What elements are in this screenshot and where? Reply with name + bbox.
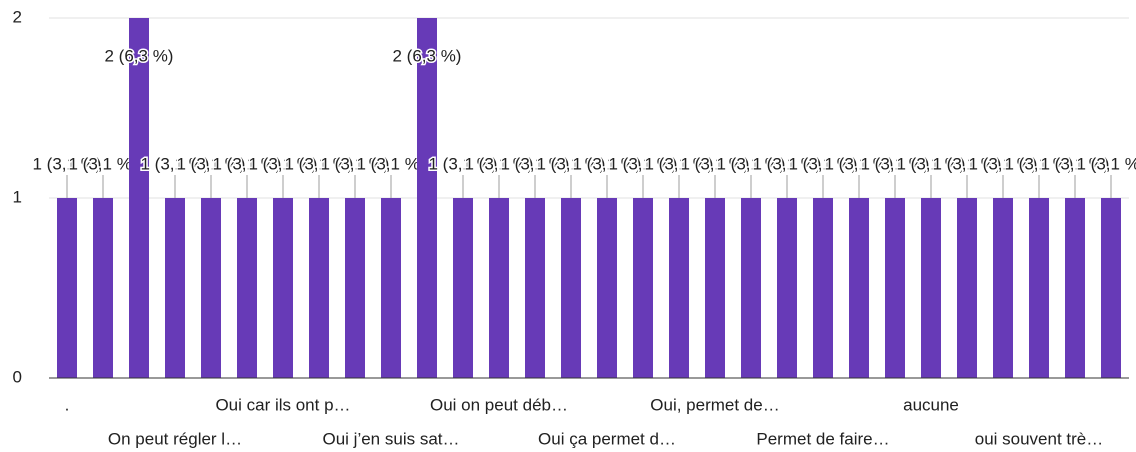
bar xyxy=(993,198,1013,378)
bar xyxy=(957,198,977,378)
bar xyxy=(93,198,113,378)
bar xyxy=(597,198,617,378)
bar xyxy=(777,198,797,378)
x-tick-label: . xyxy=(65,395,70,414)
value-label: 1 (3,1 %) xyxy=(969,154,1038,173)
value-label: 1 (3,1 %) xyxy=(609,154,678,173)
bar xyxy=(345,198,365,378)
x-tick-label: Oui on peut déb… xyxy=(430,395,568,414)
bar xyxy=(849,198,869,378)
bar xyxy=(489,198,509,378)
bar xyxy=(561,198,581,378)
value-label: 1 (3,1 %) xyxy=(717,154,786,173)
value-label: 1 (3,1 %) xyxy=(861,154,930,173)
x-tick-label: Oui j’en suis sat… xyxy=(323,429,460,448)
value-label: 1 (3,1 %) xyxy=(429,154,498,173)
bar xyxy=(741,198,761,378)
value-label: 1 (3,1 %) xyxy=(645,154,714,173)
value-label: 1 (3,1 %) xyxy=(177,154,246,173)
value-label: 1 (3,1 %) xyxy=(573,154,642,173)
value-label: 1 (3,1 %) xyxy=(753,154,822,173)
value-label: 1 (3,1 %) xyxy=(1077,154,1136,173)
value-label: 1 (3,1 %) xyxy=(789,154,858,173)
value-label: 1 (3,1 %) xyxy=(69,154,138,173)
bar xyxy=(1065,198,1085,378)
value-label: 1 (3,1 %) xyxy=(321,154,390,173)
x-tick-label: Oui car ils ont p… xyxy=(215,395,350,414)
y-tick-label: 0 xyxy=(13,367,22,386)
bar xyxy=(165,198,185,378)
value-label: 1 (3,1 %) xyxy=(33,154,102,173)
bar xyxy=(129,18,149,378)
value-label: 1 (3,1 %) xyxy=(249,154,318,173)
value-label: 1 (3,1 %) xyxy=(357,154,426,173)
bar xyxy=(885,198,905,378)
bar xyxy=(705,198,725,378)
value-label: 1 (3,1 %) xyxy=(285,154,354,173)
bar xyxy=(417,18,437,378)
value-label: 1 (3,1 %) xyxy=(465,154,534,173)
value-label: 2 (6,3 %) xyxy=(393,46,462,65)
bar xyxy=(813,198,833,378)
bar xyxy=(237,198,257,378)
y-tick-label: 2 xyxy=(13,7,22,26)
value-label: 1 (3,1 %) xyxy=(141,154,210,173)
y-tick-label: 1 xyxy=(13,187,22,206)
x-tick-label: aucune xyxy=(903,395,959,414)
bar xyxy=(273,198,293,378)
bar xyxy=(669,198,689,378)
x-tick-label: Permet de faire… xyxy=(756,429,889,448)
value-label: 1 (3,1 %) xyxy=(897,154,966,173)
value-label: 1 (3,1 %) xyxy=(501,154,570,173)
bar xyxy=(1101,198,1121,378)
value-label: 1 (3,1 %) xyxy=(1005,154,1074,173)
bar xyxy=(1029,198,1049,378)
value-label: 1 (3,1 %) xyxy=(933,154,1002,173)
bar xyxy=(633,198,653,378)
bar xyxy=(453,198,473,378)
value-label: 1 (3,1 %) xyxy=(1041,154,1110,173)
value-label: 2 (6,3 %) xyxy=(105,46,174,65)
bar xyxy=(525,198,545,378)
x-tick-label: Oui ça permet d… xyxy=(538,429,676,448)
value-label: 1 (3,1 %) xyxy=(537,154,606,173)
x-tick-label: Oui, permet de… xyxy=(650,395,779,414)
value-label: 1 (3,1 %) xyxy=(681,154,750,173)
bar xyxy=(921,198,941,378)
x-tick-label: oui souvent trè… xyxy=(975,429,1104,448)
value-label: 1 (3,1 %) xyxy=(213,154,282,173)
bar xyxy=(309,198,329,378)
bar xyxy=(57,198,77,378)
value-label: 1 (3,1 %) xyxy=(825,154,894,173)
bar xyxy=(381,198,401,378)
bar xyxy=(201,198,221,378)
x-tick-label: On peut régler l… xyxy=(108,429,242,448)
